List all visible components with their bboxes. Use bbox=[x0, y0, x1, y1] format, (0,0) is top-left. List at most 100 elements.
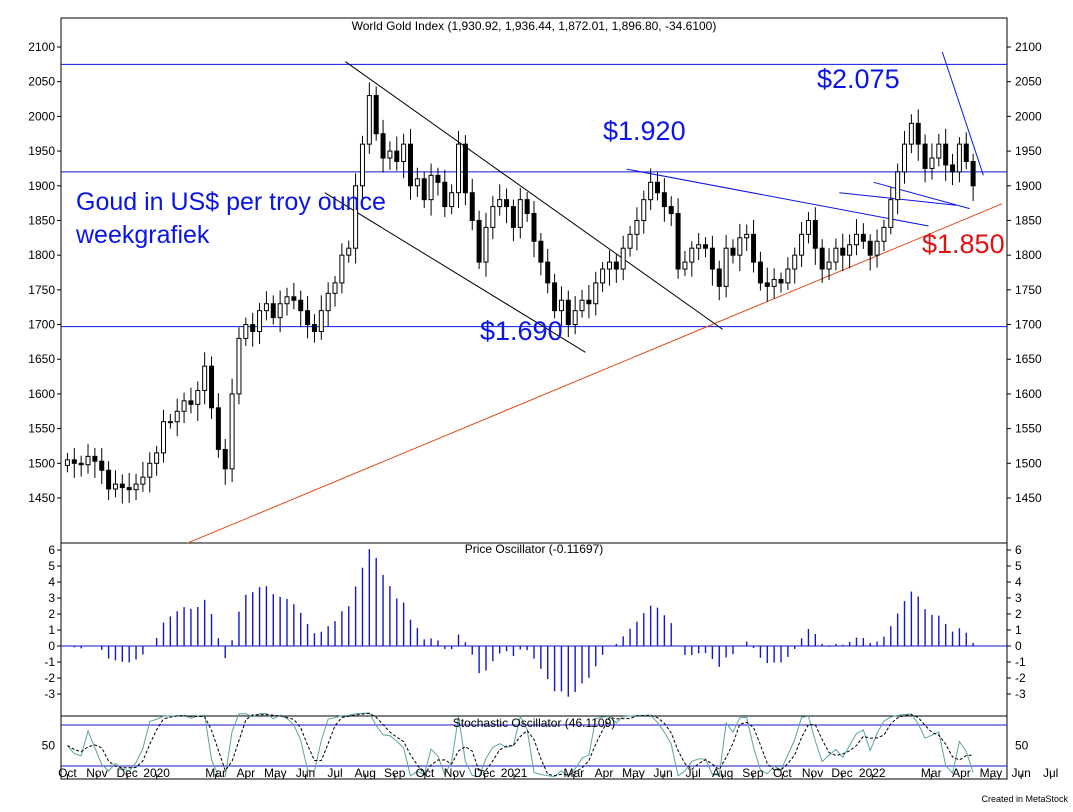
x-tick-label: May bbox=[622, 766, 645, 780]
candle-body bbox=[847, 244, 853, 256]
stoch-tick-label-right: 50 bbox=[1015, 739, 1029, 753]
candle-body bbox=[634, 219, 640, 235]
price-tick-label-right: 1850 bbox=[1015, 213, 1042, 227]
price-tick-label-right: 2100 bbox=[1015, 40, 1042, 54]
candle-body bbox=[456, 143, 462, 194]
x-tick-label: Aug bbox=[355, 766, 376, 780]
oscillator-title: Price Oscillator (-0.11697) bbox=[465, 542, 604, 556]
price-tick-label-left: 1950 bbox=[28, 144, 55, 158]
candle-body bbox=[696, 244, 702, 249]
candle-body bbox=[552, 282, 558, 312]
candle-body bbox=[202, 365, 208, 391]
candle-body bbox=[373, 95, 379, 135]
candle-body bbox=[888, 199, 894, 228]
osc-tick-label-left: 1 bbox=[48, 623, 55, 637]
osc-tick-label-left: 4 bbox=[48, 575, 55, 589]
candle-body bbox=[449, 192, 455, 208]
candle-body bbox=[895, 171, 901, 201]
x-tick-label: Mar bbox=[921, 766, 942, 780]
osc-tick-label-right: 2 bbox=[1015, 607, 1022, 621]
osc-tick-label-right: 3 bbox=[1015, 591, 1022, 605]
candle-body bbox=[504, 199, 510, 208]
price-tick-label-left: 1750 bbox=[28, 283, 55, 297]
candle-body bbox=[737, 237, 743, 256]
candle-body bbox=[167, 421, 173, 424]
candle-body bbox=[469, 192, 475, 221]
price-tick-label-left: 1800 bbox=[28, 248, 55, 262]
candle-body bbox=[709, 247, 715, 270]
candle-body bbox=[723, 247, 729, 287]
x-tick-label: Nov bbox=[444, 766, 465, 780]
price-tick-label-right: 1650 bbox=[1015, 352, 1042, 366]
x-tick-label: Mar bbox=[205, 766, 226, 780]
candle-body bbox=[661, 192, 667, 208]
x-tick-label: 2020 bbox=[143, 766, 170, 780]
price-tick-label-left: 1600 bbox=[28, 387, 55, 401]
candle-body bbox=[936, 143, 942, 159]
annotation-2075: $2.075 bbox=[817, 64, 900, 94]
wedge-steep bbox=[941, 51, 984, 176]
candle-body bbox=[497, 199, 503, 208]
price-tick-label-right: 2000 bbox=[1015, 109, 1042, 123]
osc-tick-label-left: 0 bbox=[48, 639, 55, 653]
candle-body bbox=[600, 268, 606, 284]
candle-body bbox=[483, 226, 489, 263]
price-tick-label-left: 2100 bbox=[28, 40, 55, 54]
price-tick-label-left: 1450 bbox=[28, 491, 55, 505]
x-tick-label: Jun bbox=[653, 766, 672, 780]
candle-body bbox=[627, 233, 633, 249]
candle-body bbox=[867, 240, 873, 256]
candle-body bbox=[215, 407, 221, 450]
osc-tick-label-right: -2 bbox=[1015, 671, 1026, 685]
osc-tick-label-right: 4 bbox=[1015, 575, 1022, 589]
wedge-lower-left bbox=[873, 181, 970, 210]
x-tick-label: Sep bbox=[384, 766, 406, 780]
x-tick-label: Mar bbox=[563, 766, 584, 780]
stoch-d-line bbox=[67, 712, 974, 777]
stoch-k-line bbox=[67, 712, 974, 778]
metastock-credit: Created in MetaStock bbox=[981, 794, 1068, 804]
candle-body bbox=[318, 310, 324, 332]
candle-body bbox=[126, 487, 132, 491]
osc-tick-label-left: -3 bbox=[44, 687, 55, 701]
candle-body bbox=[394, 150, 400, 162]
candle-body bbox=[648, 181, 654, 201]
osc-tick-label-right: -1 bbox=[1015, 655, 1026, 669]
candle-body bbox=[64, 459, 70, 466]
candle-body bbox=[565, 299, 571, 326]
candle-body bbox=[613, 261, 619, 270]
candle-body bbox=[250, 324, 256, 332]
osc-tick-label-right: -3 bbox=[1015, 687, 1026, 701]
candle-body bbox=[133, 483, 139, 491]
candle-body bbox=[819, 247, 825, 270]
candle-body bbox=[874, 240, 880, 256]
candle-body bbox=[359, 143, 365, 187]
x-tick-label: Jul bbox=[1043, 766, 1058, 780]
price-tick-label-right: 1950 bbox=[1015, 144, 1042, 158]
osc-tick-label-right: 5 bbox=[1015, 559, 1022, 573]
channel-lower bbox=[324, 192, 586, 353]
candle-body bbox=[524, 199, 530, 215]
osc-tick-label-left: 5 bbox=[48, 559, 55, 573]
candle-body bbox=[620, 247, 626, 270]
candle-body bbox=[716, 268, 722, 287]
candle-body bbox=[799, 233, 805, 256]
candle-body bbox=[311, 324, 317, 332]
stoch-tick-label-left: 50 bbox=[42, 739, 56, 753]
annotation-gold-title-2: weekgrafiek bbox=[75, 221, 210, 249]
candle-body bbox=[655, 181, 661, 194]
osc-tick-label-left: 2 bbox=[48, 607, 55, 621]
candle-body bbox=[462, 143, 468, 194]
candle-body bbox=[675, 213, 681, 270]
candle-body bbox=[915, 122, 921, 145]
x-tick-label: Dec bbox=[474, 766, 495, 780]
price-tick-label-left: 2000 bbox=[28, 109, 55, 123]
candle-body bbox=[771, 278, 777, 287]
candle-body bbox=[922, 143, 928, 169]
candle-body bbox=[401, 143, 407, 162]
candle-body bbox=[703, 244, 709, 249]
wedge-upper bbox=[626, 168, 929, 227]
price-tick-label-left: 1500 bbox=[28, 456, 55, 470]
candle-body bbox=[181, 400, 187, 412]
x-tick-label: Nov bbox=[86, 766, 107, 780]
